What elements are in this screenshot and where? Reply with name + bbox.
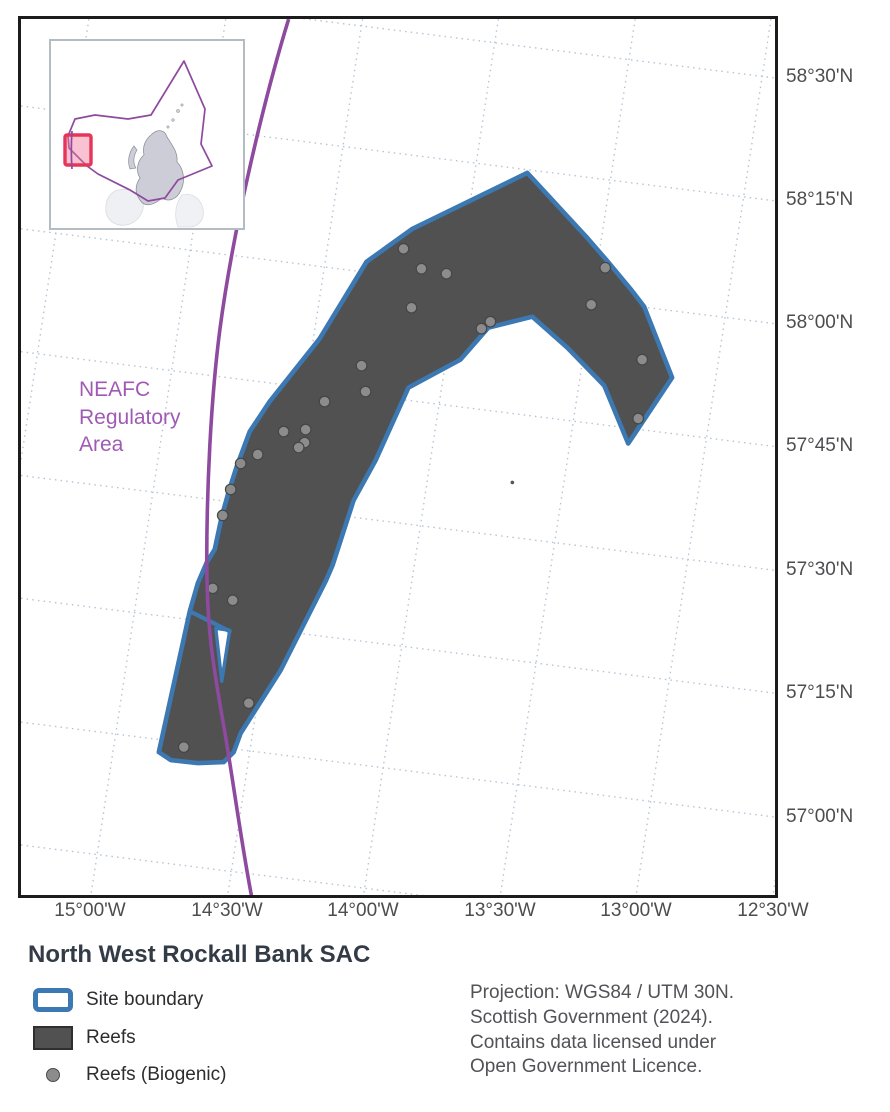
site-boundary-swatch [33, 988, 73, 1012]
neafc-label-line: NEAFC [79, 378, 151, 401]
lat-label: 58°15'N [786, 189, 854, 210]
lon-label: 13°00'W [600, 900, 672, 921]
reefs-swatch [33, 1026, 73, 1050]
lon-label: 14°30'W [191, 900, 263, 921]
attribution-line: Open Government Licence. [470, 1056, 703, 1078]
lat-label: 58°30'N [786, 66, 854, 87]
lon-label: 15°00'W [54, 900, 126, 921]
attribution-text: Projection: WGS84 / UTM 30N. Scottish Go… [470, 981, 734, 1080]
lat-label: 57°15'N [786, 682, 854, 703]
attribution-line: Contains data licensed under [470, 1031, 717, 1053]
legend-label: Reefs [86, 1027, 136, 1048]
neafc-area-label: NEAFC Regulatory Area [79, 376, 181, 459]
map-canvas: NEAFC Regulatory Area [18, 16, 778, 898]
legend-label: Site boundary [86, 989, 204, 1010]
lon-label: 14°00'W [327, 900, 399, 921]
attribution-line: Scottish Government (2024). [470, 1006, 713, 1028]
page-title: North West Rockall Bank SAC [28, 941, 371, 968]
neafc-label-line: Regulatory [79, 405, 181, 429]
lon-label: 13°30'W [464, 900, 536, 921]
legend-item-site-boundary: Site boundary [33, 987, 203, 1013]
neafc-label-line: Area [79, 433, 124, 456]
legend-item-reefs: Reefs [33, 1025, 136, 1051]
legend-item-reefs-biogenic: Reefs (Biogenic) [33, 1062, 226, 1088]
inset-drawing [63, 60, 213, 228]
lon-label: 12°30'W [737, 900, 809, 921]
dot-icon [46, 1068, 60, 1082]
lat-label: 57°45'N [786, 435, 854, 456]
inset-locator-map [49, 39, 245, 230]
map-drawing [21, 19, 775, 895]
attribution-line: Projection: WGS84 / UTM 30N. [470, 982, 734, 1003]
biogenic-dot-swatch [33, 1063, 73, 1087]
lat-label: 57°30'N [786, 559, 854, 580]
legend-label: Reefs (Biogenic) [86, 1064, 227, 1085]
lat-label: 58°00'N [786, 312, 854, 333]
lat-label: 57°00'N [786, 806, 854, 827]
